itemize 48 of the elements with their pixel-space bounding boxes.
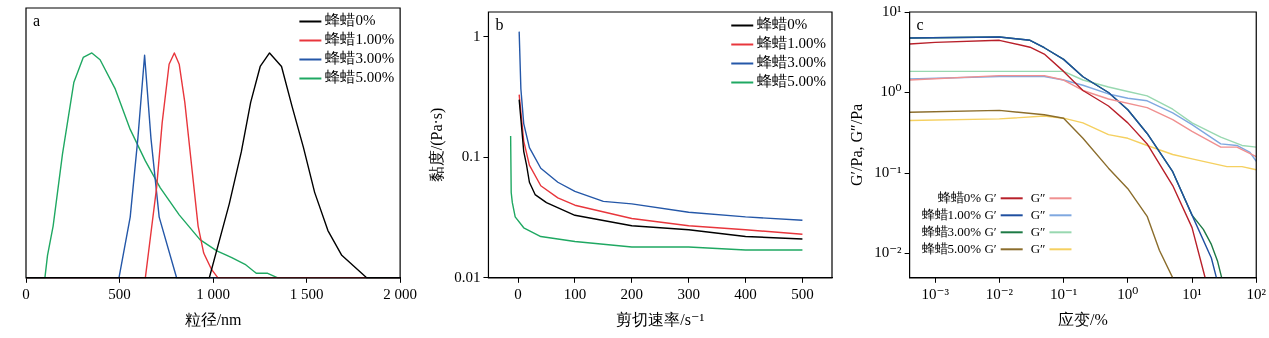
legend-label: 蜂蜡3.00% — [757, 54, 826, 71]
x-tick-label: 10¹ — [1182, 285, 1202, 302]
x-tick-label: 0 — [514, 285, 522, 302]
legend-label: 蜂蜡1.00% — [325, 31, 395, 48]
legend-label: 蜂蜡0% — [325, 12, 376, 29]
x-tick-label: 1 000 — [196, 285, 230, 302]
x-tick-label: 2 000 — [383, 285, 417, 302]
legend-label: G″ — [1030, 223, 1046, 239]
x-tick-label: 300 — [677, 285, 700, 302]
x-tick-label: 500 — [791, 285, 814, 302]
legend-label: G″ — [1030, 189, 1046, 205]
y-tick-label: 10⁻² — [874, 244, 903, 261]
y-tick-label: 0.1 — [461, 148, 481, 165]
y-tick-label: 1 — [472, 27, 481, 44]
x-tick-label: 500 — [108, 285, 131, 302]
x-tick-label: 0 — [22, 285, 30, 302]
x-tick-label: 1 500 — [289, 285, 324, 302]
chart-title: c — [916, 16, 924, 34]
x-tick-label: 400 — [734, 285, 757, 302]
legend-label: G″ — [1030, 240, 1046, 256]
legend-label: 蜂蜡0% — [757, 16, 808, 33]
y-tick-label: 10⁰ — [880, 83, 902, 100]
chart-title: a — [33, 12, 41, 30]
x-axis-title: 应变/% — [1058, 310, 1108, 328]
legend-label: 蜂蜡5.00% — [325, 69, 395, 86]
x-tick-label: 10² — [1246, 285, 1267, 302]
x-tick-label: 200 — [620, 285, 644, 302]
y-axis-title: 黏度/(Pa·s) — [427, 107, 446, 183]
y-tick-label: 0.01 — [454, 268, 481, 285]
x-tick-label: 10⁻³ — [921, 285, 950, 302]
chart-title: b — [495, 16, 504, 34]
legend-label: 蜂蜡3.00% — [325, 50, 395, 67]
legend-label: G″ — [1030, 206, 1046, 222]
x-tick-label: 10⁻¹ — [1049, 285, 1078, 302]
legend-label: 蜂蜡5.00% G′ — [921, 240, 997, 256]
legend-label: 蜂蜡1.00% G′ — [921, 206, 997, 222]
legend-label: 蜂蜡1.00% — [757, 35, 826, 52]
legend-label: 蜂蜡0% G′ — [937, 189, 997, 205]
x-tick-label: 100 — [563, 285, 587, 302]
x-tick-label: 10⁰ — [1117, 285, 1139, 302]
legend-label: 蜂蜡3.00% G′ — [921, 223, 997, 239]
x-tick-label: 10⁻² — [985, 285, 1014, 302]
y-tick-label: 10⁻¹ — [874, 163, 902, 180]
x-axis-title: 粒径/nm — [184, 310, 243, 328]
x-axis-title: 剪切速率/s⁻¹ — [616, 310, 705, 328]
legend-label: 蜂蜡5.00% — [757, 73, 826, 90]
y-axis-title: G′/Pa, G″/Pa — [847, 103, 865, 186]
y-tick-label: 10¹ — [882, 2, 902, 19]
